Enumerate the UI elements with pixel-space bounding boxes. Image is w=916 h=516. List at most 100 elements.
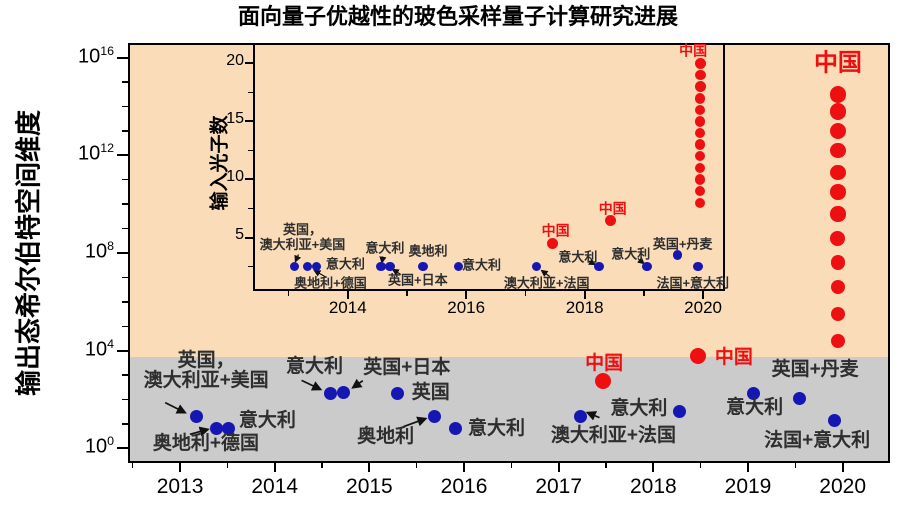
x-tick-minor <box>406 291 408 296</box>
y-tick-label: 1016 <box>77 43 114 68</box>
country-label: 英国， 澳大利亚+美国 <box>143 349 269 391</box>
data-point-international <box>642 261 652 272</box>
x-tick-major <box>702 291 704 299</box>
y-tick-label: 104 <box>84 336 114 361</box>
x-tick-minor <box>287 291 290 296</box>
y-tick-major <box>117 56 128 59</box>
data-point-international <box>453 261 464 272</box>
data-point-china <box>830 230 846 246</box>
data-point-china <box>595 373 612 390</box>
y-tick-label: 15 <box>226 110 244 128</box>
data-point-china <box>830 184 846 200</box>
country-label: 英国， 澳大利亚+美国 <box>259 221 346 252</box>
data-point-china <box>695 174 706 185</box>
data-point-international <box>747 386 761 400</box>
x-tick-major <box>346 291 349 299</box>
data-point-china <box>694 81 706 93</box>
data-point-china <box>694 151 706 162</box>
country-label: 澳大利亚+法国 <box>503 275 590 290</box>
x-tick-major <box>747 463 749 472</box>
y-tick-minor <box>122 130 128 132</box>
inset-y-axis-label: 输入光子数 <box>209 115 231 211</box>
y-tick-minor <box>122 398 128 401</box>
data-point-china <box>830 306 846 322</box>
x-tick-label: 2016 <box>447 298 486 317</box>
x-tick-minor <box>415 463 418 468</box>
x-tick-major <box>557 463 560 472</box>
country-label: 英国 <box>411 382 450 404</box>
x-tick-label: 2020 <box>819 475 867 498</box>
supremacy-zone <box>128 43 890 358</box>
x-tick-label: 2013 <box>156 475 204 498</box>
data-point-international <box>337 386 351 400</box>
country-label: 奥地利 <box>357 425 415 447</box>
data-point-international <box>531 261 542 272</box>
y-tick-label: 108 <box>84 239 114 263</box>
data-point-international <box>221 421 235 435</box>
data-point-international <box>792 391 806 405</box>
y-tick-minor <box>248 265 253 268</box>
y-tick-minor <box>122 203 128 205</box>
data-point-international <box>418 261 428 272</box>
main-y-axis-label: 输出态希尔伯特空间维度 <box>13 109 44 397</box>
data-point-china <box>694 57 706 69</box>
y-tick-major <box>117 447 128 450</box>
x-tick-major <box>273 463 276 472</box>
country-label: 意大利 <box>461 257 502 272</box>
china-label: 中国 <box>679 42 708 59</box>
x-tick-label: 2018 <box>629 475 677 498</box>
y-tick-minor <box>248 207 253 210</box>
y-tick-minor <box>122 105 128 108</box>
data-point-international <box>189 410 203 424</box>
x-tick-minor <box>510 463 513 468</box>
data-point-china <box>689 347 706 364</box>
y-tick-minor <box>122 301 128 303</box>
data-point-china <box>694 139 706 150</box>
country-label: 意大利 <box>468 418 526 440</box>
x-tick-major <box>583 291 586 299</box>
data-point-international <box>673 405 687 419</box>
y-tick-label: 20 <box>226 52 244 70</box>
y-tick-label: 100 <box>84 434 114 458</box>
data-point-international <box>376 261 386 272</box>
x-tick-minor <box>321 463 323 468</box>
country-label: 意大利 <box>726 397 784 419</box>
y-tick-minor <box>122 227 128 230</box>
country-label: 意大利 <box>558 249 598 264</box>
y-tick-major <box>117 154 128 157</box>
data-point-international <box>672 250 683 260</box>
data-point-international <box>827 413 841 427</box>
country-label: 意大利 <box>286 356 344 378</box>
x-tick-label: 2015 <box>346 475 393 498</box>
x-tick-major <box>368 463 371 472</box>
x-tick-label: 2020 <box>684 298 722 317</box>
country-label: 意大利 <box>365 240 405 255</box>
data-point-international <box>449 421 463 435</box>
country-label: 法国+意大利 <box>656 275 730 290</box>
data-point-china <box>694 92 706 104</box>
data-point-china <box>829 103 847 120</box>
y-tick-minor <box>122 423 128 425</box>
figure-title: 面向量子优越性的玻色采样量子计算研究进展 <box>237 4 678 29</box>
y-tick-major <box>117 252 128 254</box>
data-point-china <box>830 279 846 295</box>
x-tick-label: 2016 <box>440 475 488 498</box>
country-label: 奥地利 <box>408 243 448 258</box>
country-label: 奥地利+德国 <box>294 275 367 290</box>
y-tick-minor <box>122 276 128 279</box>
x-tick-major <box>465 291 468 299</box>
x-tick-label: 2017 <box>535 475 583 498</box>
china-label: 中国 <box>813 49 862 77</box>
china-label: 中国 <box>585 353 624 375</box>
country-label: 澳大利亚+法国 <box>550 424 677 446</box>
y-tick-minor <box>122 325 128 327</box>
y-tick-major <box>245 62 253 65</box>
country-label: 意大利 <box>325 256 365 271</box>
country-label: 英国+丹麦 <box>771 359 859 381</box>
data-point-international <box>385 261 395 272</box>
data-point-international <box>573 410 587 424</box>
china-label: 中国 <box>598 200 627 217</box>
x-tick-minor <box>699 463 702 468</box>
y-tick-major <box>245 178 253 181</box>
